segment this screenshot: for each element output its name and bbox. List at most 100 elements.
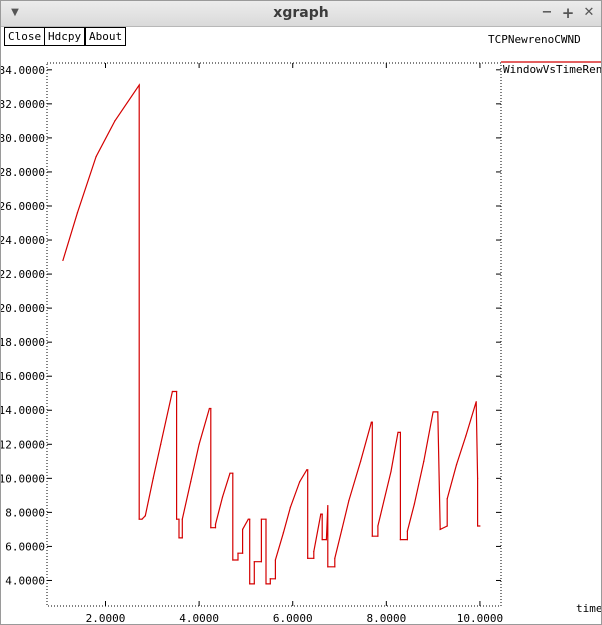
y-tick-label: 22.0000 (1, 268, 45, 281)
data-point (265, 583, 267, 585)
data-point (390, 470, 392, 473)
data-point (327, 504, 329, 507)
data-point (406, 530, 408, 532)
y-tick-label: 8.0000 (5, 506, 45, 519)
data-point (479, 525, 481, 527)
legend-label: WindowVsTimeReno (503, 63, 601, 76)
x-tick-label: 6.0000 (273, 612, 313, 624)
data-point (181, 537, 183, 539)
data-point (141, 518, 143, 520)
data-point (274, 578, 277, 580)
data-point (269, 578, 271, 580)
data-point (383, 499, 385, 502)
data-point (313, 550, 315, 553)
data-point (76, 212, 79, 214)
data-point (377, 525, 379, 527)
title-bar: ▼ xgraph − + ✕ (1, 1, 601, 27)
data-point (313, 557, 315, 559)
data-point (334, 557, 336, 559)
data-point (138, 84, 140, 86)
data-point (327, 566, 329, 568)
data-point (455, 464, 458, 466)
legend: WindowVsTimeReno (501, 61, 601, 76)
y-tick-label: 30.0000 (1, 132, 45, 145)
data-point (437, 411, 439, 413)
y-tick-label: 10.0000 (1, 472, 45, 485)
data-point (439, 528, 441, 531)
data-point (406, 539, 408, 541)
close-button[interactable]: Close (4, 27, 46, 46)
y-tick-label: 14.0000 (1, 404, 45, 417)
data-point (399, 431, 401, 433)
data-point (210, 407, 212, 410)
y-tick-label: 28.0000 (1, 166, 45, 179)
data-point (138, 518, 140, 520)
data-point (371, 535, 373, 537)
y-tick-label: 4.0000 (5, 574, 45, 587)
data-point (397, 431, 399, 433)
y-tick-label: 18.0000 (1, 336, 45, 349)
plot-title: TCPNewrenoCWND (488, 33, 581, 46)
data-point (214, 523, 217, 525)
data-point (289, 506, 291, 508)
close-icon[interactable]: ✕ (583, 5, 595, 20)
data-point (399, 539, 401, 541)
data-point (176, 390, 178, 393)
data-point (432, 411, 434, 413)
data-point (413, 503, 416, 505)
data-point (242, 552, 244, 554)
y-tick-label: 32.0000 (1, 98, 45, 111)
y-tick-label: 26.0000 (1, 200, 45, 213)
data-point (282, 532, 284, 534)
data-point (176, 518, 178, 520)
data-point (465, 435, 467, 437)
data-point (321, 513, 323, 515)
data-point (214, 527, 217, 529)
data-point (178, 537, 180, 539)
data-point (341, 528, 343, 531)
data-point (307, 469, 309, 471)
maximize-icon[interactable]: + (561, 4, 575, 22)
data-point (370, 421, 372, 423)
data-point (320, 513, 322, 515)
data-point (253, 561, 255, 563)
chevron-down-icon[interactable]: ▼ (11, 7, 19, 18)
data-point (321, 539, 323, 541)
axes: 4.0000 6.0000 8.0000 10.0000 12.0000 14.0000 1… (1, 62, 503, 624)
data-point (307, 557, 309, 559)
minimize-icon[interactable]: − (541, 5, 553, 20)
data-point (171, 390, 174, 393)
series-line (62, 83, 480, 585)
y-tick-label: 20.0000 (1, 302, 45, 315)
data-point (178, 518, 180, 520)
data-point (260, 561, 262, 563)
data-point (95, 156, 97, 158)
data-point (229, 472, 231, 474)
data-point (476, 525, 479, 527)
window-title: xgraph (273, 5, 329, 21)
data-point (446, 498, 448, 500)
data-point (299, 481, 301, 483)
x-tick-label: 4.0000 (179, 612, 219, 624)
y-tick-label: 6.0000 (5, 540, 45, 553)
y-tick-label: 24.0000 (1, 234, 45, 247)
data-point (274, 559, 277, 561)
data-point (446, 525, 448, 527)
data-point (325, 539, 328, 541)
data-point (334, 566, 336, 568)
data-point (377, 535, 379, 537)
data-point (232, 559, 234, 561)
about-button[interactable]: About (85, 27, 127, 46)
data-point (423, 460, 425, 462)
data-point (242, 528, 244, 531)
data-point (152, 477, 154, 479)
x-axis-label: time (576, 602, 601, 615)
data-point (62, 259, 64, 262)
hdcpy-button[interactable]: Hdcpy (44, 27, 86, 46)
data-point (198, 443, 200, 445)
y-tick-label: 16.0000 (1, 370, 45, 383)
x-tick-label: 2.0000 (86, 612, 126, 624)
data-point (237, 552, 239, 554)
